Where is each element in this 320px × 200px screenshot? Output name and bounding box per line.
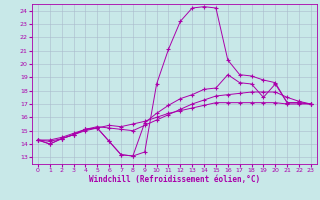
X-axis label: Windchill (Refroidissement éolien,°C): Windchill (Refroidissement éolien,°C) (89, 175, 260, 184)
